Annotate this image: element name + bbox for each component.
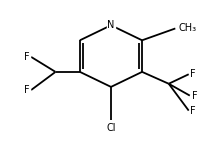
Bar [190, 71, 199, 78]
Text: F: F [192, 91, 197, 101]
Bar [190, 107, 199, 114]
Text: F: F [24, 52, 29, 62]
Text: F: F [190, 69, 196, 79]
Text: F: F [190, 106, 196, 116]
Text: F: F [24, 85, 29, 95]
Text: CH₃: CH₃ [179, 23, 197, 33]
Bar [191, 92, 200, 99]
Bar [21, 87, 30, 94]
Bar [107, 21, 115, 29]
Bar [21, 53, 30, 60]
Text: Cl: Cl [106, 123, 116, 133]
Bar [103, 121, 119, 129]
Bar [176, 24, 192, 32]
Text: N: N [107, 20, 115, 30]
